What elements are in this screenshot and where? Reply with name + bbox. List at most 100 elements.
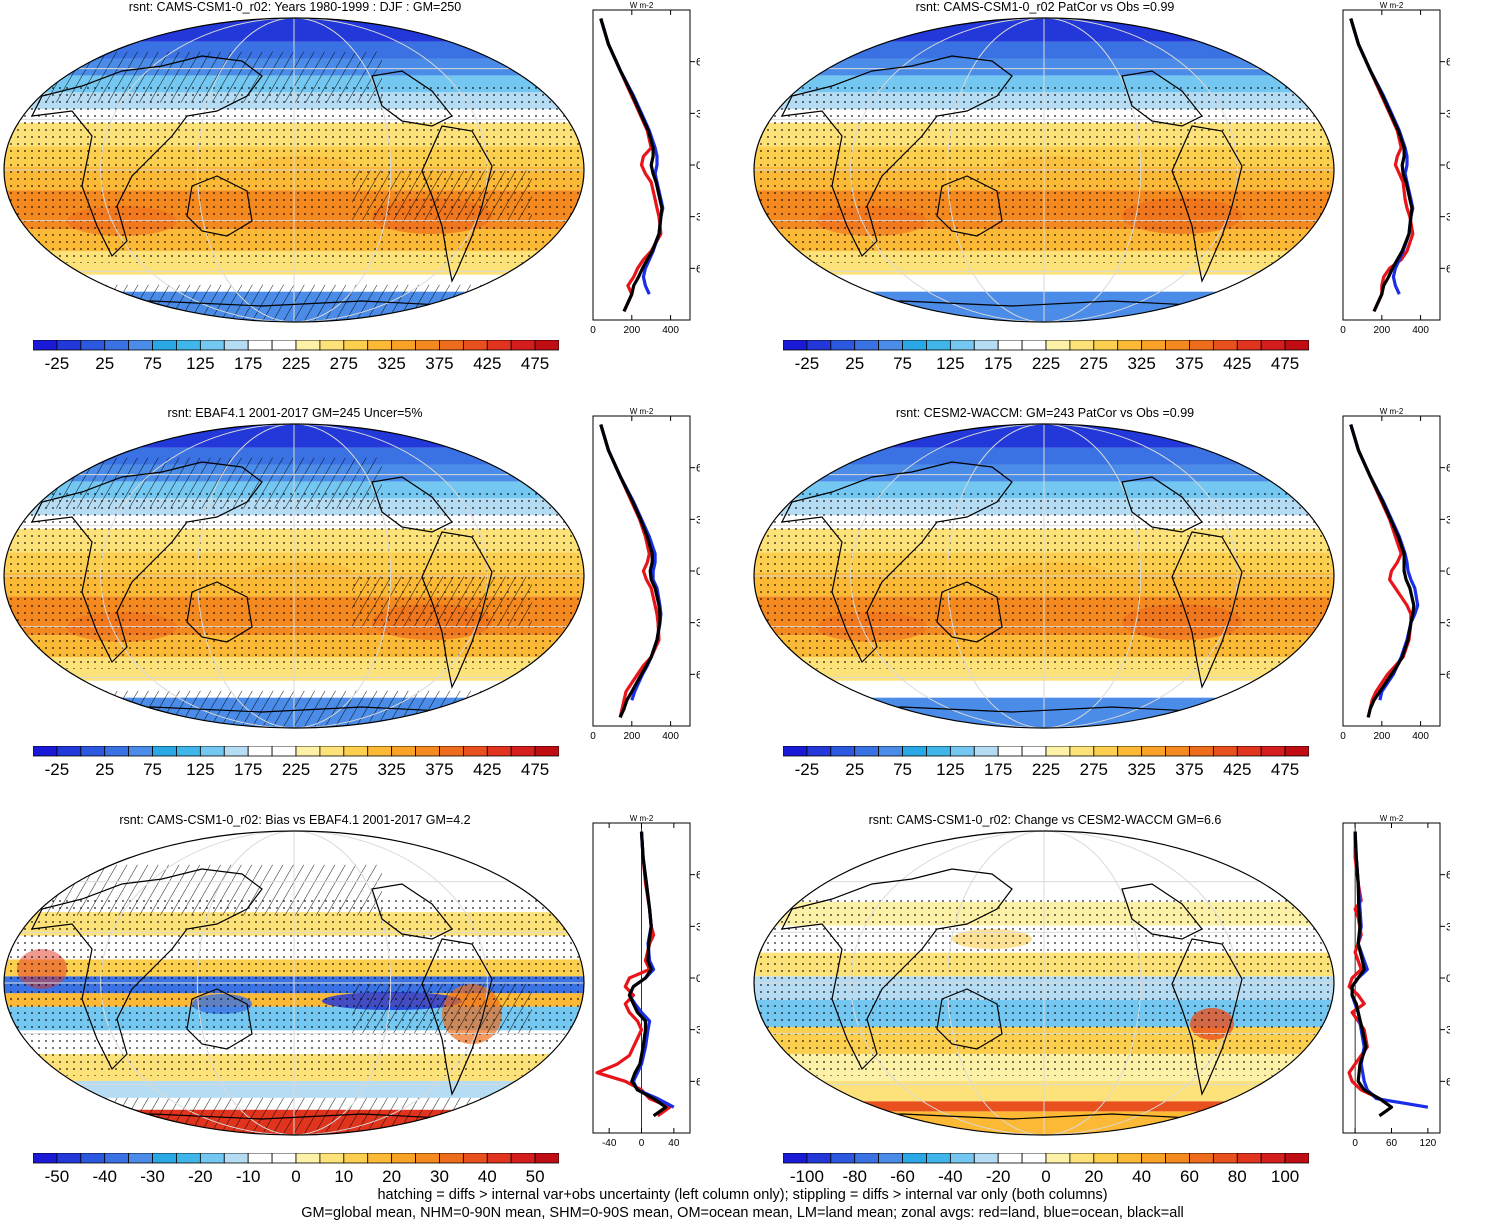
colorbar-swatch — [1165, 1152, 1190, 1164]
colorbar-swatch — [391, 1152, 416, 1164]
panel-title: rsnt: CAMS-CSM1-0_r02: Bias vs EBAF4.1 2… — [119, 813, 471, 827]
colorbar-tick-label: 375 — [1175, 354, 1203, 370]
colorbar-swatch — [1284, 1152, 1310, 1164]
colorbar-tick-label: -20 — [986, 1167, 1011, 1183]
colorbar-swatch — [415, 1152, 440, 1164]
y-tick-label: 60S — [696, 263, 700, 275]
colorbar: -50 -40 -30 -20 -10 0 10 20 30 40 50 — [32, 1152, 560, 1186]
colorbar-tick-label: 275 — [1080, 760, 1108, 776]
colorbar-swatch — [152, 1152, 177, 1164]
panel-title: rsnt: CAMS-CSM1-0_r02 PatCor vs Obs =0.9… — [915, 0, 1175, 14]
colorbar: -25 25 75 125 175 225 275 325 375 425 475 — [32, 745, 560, 779]
colorbar-swatch — [367, 339, 393, 351]
colorbar-swatch — [391, 339, 416, 351]
y-tick-label: 30N — [696, 921, 700, 933]
colorbar-swatch — [271, 1152, 297, 1164]
colorbar-swatch — [1165, 339, 1190, 351]
x-tick-label: 400 — [662, 731, 679, 742]
y-tick-label: 60S — [696, 1076, 700, 1088]
colorbar-swatch — [1117, 339, 1143, 351]
colorbar-swatch — [830, 339, 856, 351]
colorbar-swatch — [319, 339, 345, 351]
colorbar-svg: -50 -40 -30 -20 -10 0 10 20 30 40 50 — [32, 1152, 560, 1186]
zonal-mean-plot: W m-2 60N 30N 0 30S 60S 0 200 400 — [1340, 0, 1466, 350]
colorbar-swatch — [486, 339, 512, 351]
colorbar-swatch — [534, 745, 560, 757]
panel-2: rsnt: CAMS-CSM1-0_r02 PatCor vs Obs =0.9… — [750, 0, 1466, 400]
series-line-all — [599, 424, 662, 719]
colorbar-tick-label: 30 — [430, 1167, 449, 1183]
zonal-mean-svg: W m-2 60N 30N 0 30S 60S 0 200 400 — [590, 1, 716, 336]
colorbar-swatch — [295, 1152, 321, 1164]
colorbar-swatch — [199, 339, 225, 351]
series-line-all — [599, 18, 664, 313]
colorbar-swatch — [343, 745, 369, 757]
x-tick-label: 200 — [623, 731, 640, 742]
panel-1: rsnt: CAMS-CSM1-0_r02: Years 1980-1999 :… — [0, 0, 716, 400]
colorbar-swatch — [1117, 1152, 1143, 1164]
colorbar-tick-label: 475 — [521, 354, 549, 370]
colorbar-swatch — [271, 745, 297, 757]
colorbar-swatch — [1045, 745, 1071, 757]
colorbar-swatch — [1021, 339, 1047, 351]
colorbar-tick-label: 20 — [382, 1167, 401, 1183]
colorbar-swatch — [104, 745, 130, 757]
colorbar-tick-label: -80 — [842, 1167, 867, 1183]
y-tick-label: 30S — [696, 618, 700, 630]
series-line-all — [627, 831, 668, 1118]
colorbar-tick-label: -25 — [45, 354, 70, 370]
colorbar-swatch — [391, 745, 416, 757]
colorbar-swatch — [973, 745, 999, 757]
x-tick-label: 400 — [662, 325, 679, 336]
colorbar-swatch — [806, 745, 832, 757]
colorbar-swatch — [1117, 745, 1143, 757]
zonal-mean-plot: W m-2 60N 30N 0 30S 60S -40 0 40 — [590, 813, 716, 1163]
colorbar-swatch — [176, 1152, 201, 1164]
zonal-mean-svg: W m-2 60N 30N 0 30S 60S 0 200 400 — [1340, 1, 1466, 336]
colorbar-svg: -25 25 75 125 175 225 275 325 375 425 475 — [782, 745, 1310, 779]
colorbar-swatch — [1236, 1152, 1262, 1164]
colorbar-swatch — [1165, 745, 1190, 757]
colorbar-swatch — [56, 1152, 82, 1164]
colorbar-tick-label: 425 — [1223, 760, 1251, 776]
colorbar-tick-label: 425 — [1223, 354, 1251, 370]
colorbar-swatch — [1260, 339, 1286, 351]
colorbar-swatch — [806, 339, 832, 351]
colorbar-tick-label: 225 — [1032, 354, 1060, 370]
colorbar-swatch — [1236, 339, 1262, 351]
colorbar-swatch — [949, 1152, 975, 1164]
panel-4: rsnt: CESM2-WACCM: GM=243 PatCor vs Obs … — [750, 406, 1466, 806]
colorbar-tick-label: 425 — [473, 354, 501, 370]
colorbar-tick-label: 75 — [893, 760, 912, 776]
zonal-mean-svg: W m-2 60N 30N 0 30S 60S 0 60 120 — [1342, 814, 1466, 1149]
x-tick-label: -40 — [602, 1138, 617, 1149]
colorbar: -100 -80 -60 -40 -20 0 20 40 60 80 100 — [782, 1152, 1310, 1186]
colorbar-swatch — [510, 1152, 536, 1164]
map — [752, 16, 1336, 324]
colorbar-tick-label: 0 — [291, 1167, 300, 1183]
colorbar-tick-label: 25 — [95, 760, 114, 776]
colorbar-tick-label: 125 — [186, 760, 214, 776]
colorbar-swatch — [926, 745, 951, 757]
colorbar-swatch — [32, 339, 58, 351]
colorbar-swatch — [32, 745, 58, 757]
colorbar-swatch — [1189, 1152, 1214, 1164]
colorbar-swatch — [223, 339, 249, 351]
colorbar-tick-label: 275 — [1080, 354, 1108, 370]
colorbar-swatch — [926, 339, 951, 351]
colorbar-tick-label: 325 — [1127, 354, 1155, 370]
colorbar-tick-label: -40 — [938, 1167, 963, 1183]
unit-label: W m-2 — [630, 1, 654, 10]
colorbar: -25 25 75 125 175 225 275 325 375 425 475 — [782, 745, 1310, 779]
colorbar-swatch — [199, 745, 225, 757]
y-tick-label: 60N — [1446, 57, 1450, 69]
colorbar-swatch — [247, 1152, 273, 1164]
y-tick-label: 30S — [696, 212, 700, 224]
colorbar-swatch — [271, 339, 297, 351]
world-map — [753, 830, 1335, 1136]
colorbar-swatch — [1093, 339, 1119, 351]
colorbar-swatch — [1093, 1152, 1119, 1164]
colorbar-swatch — [1045, 1152, 1071, 1164]
colorbar-swatch — [176, 745, 201, 757]
x-tick-label: 400 — [1412, 325, 1429, 336]
